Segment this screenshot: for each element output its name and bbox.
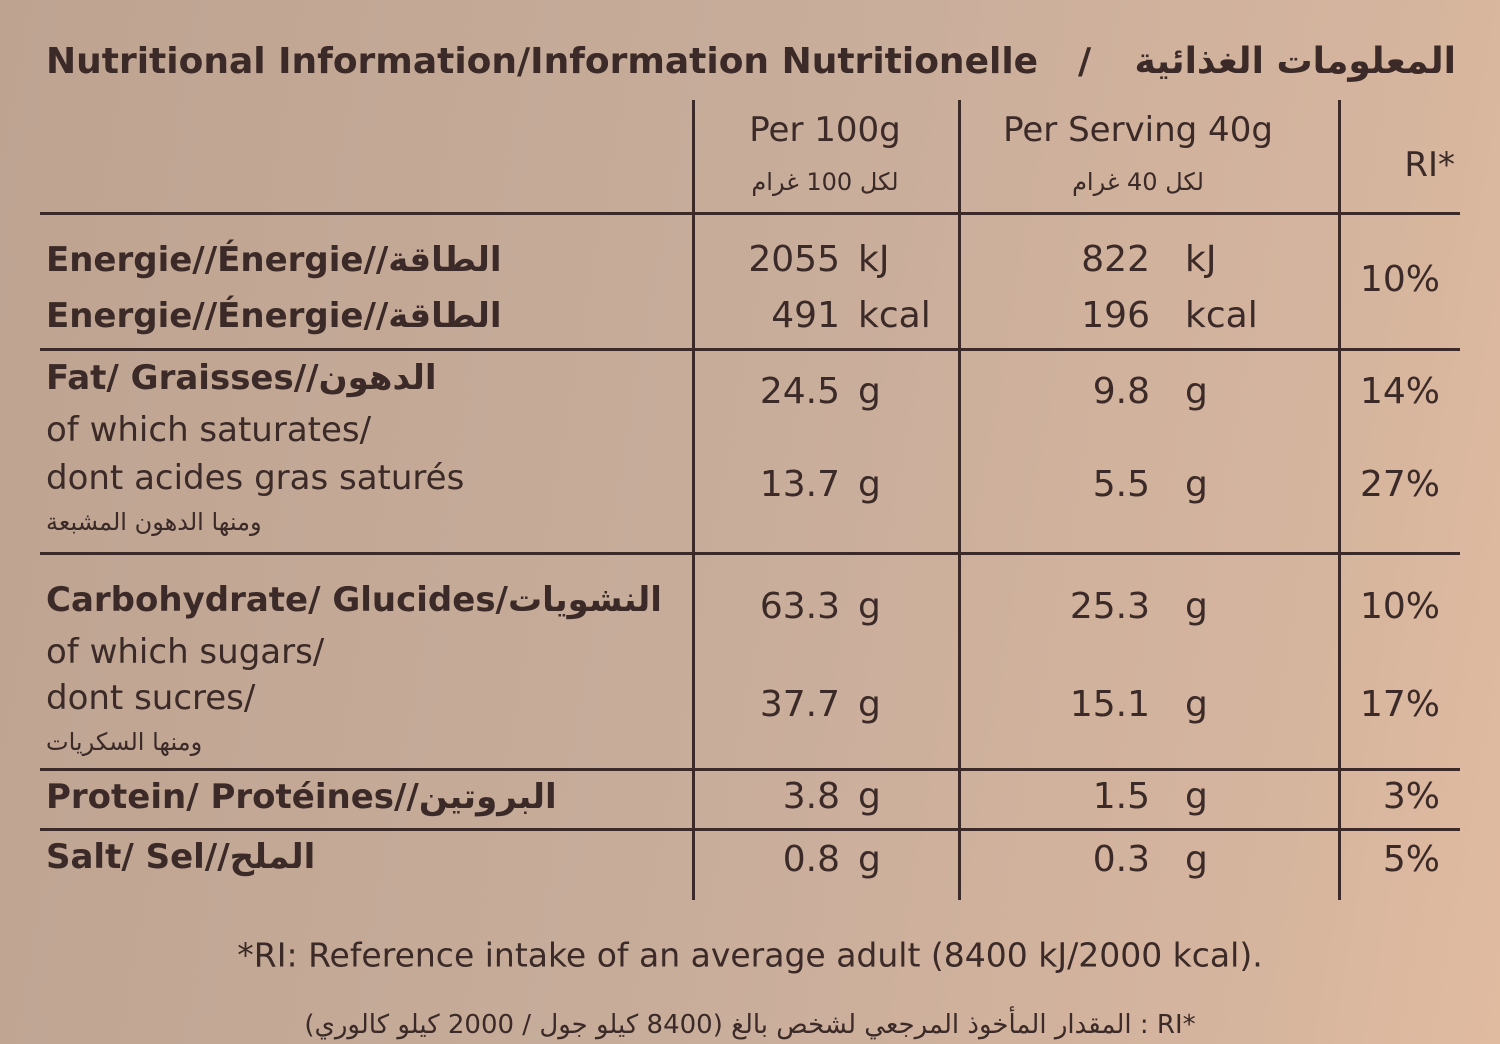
- table-rule: [40, 552, 1460, 555]
- header: RI*: [1404, 145, 1455, 185]
- row-label: of which saturates/: [46, 410, 372, 450]
- amount: 37.7: [759, 684, 840, 725]
- amount: 491: [771, 295, 840, 336]
- header: Per Serving 40g: [1003, 110, 1273, 150]
- amount: 0.8: [782, 839, 840, 880]
- amount: 196: [1081, 295, 1150, 336]
- amount: 2055: [748, 239, 840, 280]
- amount: 3.8: [782, 776, 840, 817]
- unit: g: [858, 684, 881, 725]
- unit: kJ: [1185, 239, 1217, 280]
- unit: g: [858, 464, 881, 505]
- unit: g: [1185, 684, 1208, 725]
- amount: 63.3: [759, 586, 840, 627]
- header-arabic: لكل 40 غرام: [1072, 168, 1204, 196]
- amount: 822: [1081, 239, 1150, 280]
- ri-percent: 10%: [1359, 259, 1440, 300]
- unit: g: [858, 371, 881, 412]
- table-rule: [692, 100, 695, 900]
- title-arabic: المعلومات الغذائية: [1134, 41, 1456, 82]
- unit: kJ: [858, 239, 890, 280]
- row-label: Energie//Énergie//الطاقة: [46, 240, 502, 280]
- unit: kcal: [858, 295, 931, 336]
- amount: 24.5: [759, 371, 840, 412]
- amount: 15.1: [1069, 684, 1150, 725]
- table-rule: [40, 348, 1460, 351]
- ri-percent: 17%: [1359, 684, 1440, 725]
- header: Per 100g: [749, 110, 901, 150]
- row-label: Energie//Énergie//الطاقة: [46, 296, 502, 336]
- unit: g: [1185, 371, 1208, 412]
- row-label: ومنها الدهون المشبعة: [46, 508, 262, 536]
- ri-percent: 5%: [1382, 839, 1440, 880]
- table-rule: [958, 100, 961, 900]
- row-label: dont sucres/: [46, 678, 256, 718]
- row-label: Fat/ Graisses//الدهون: [46, 358, 437, 398]
- ri-percent: 14%: [1359, 371, 1440, 412]
- row-label: ومنها السكريات: [46, 728, 203, 756]
- row-label: dont acides gras saturés: [46, 458, 465, 498]
- footnote-arabic: *RI : المقدار المأخوذ المرجعي لشخص بالغ …: [304, 1010, 1196, 1040]
- ri-percent: 3%: [1382, 776, 1440, 817]
- title-english: Nutritional Information/Information Nutr…: [46, 41, 1039, 82]
- amount: 13.7: [759, 464, 840, 505]
- row-label: Carbohydrate/ Glucides/النشويات: [46, 580, 662, 620]
- table-rule: [40, 212, 1460, 215]
- unit: g: [1185, 586, 1208, 627]
- amount: 0.3: [1092, 839, 1150, 880]
- table-rule: [40, 768, 1460, 771]
- row-label: Protein/ Protéines//البروتين: [46, 777, 557, 817]
- row-label: Salt/ Sel//الملح: [46, 837, 316, 877]
- row-label: of which sugars/: [46, 632, 325, 672]
- unit: g: [858, 586, 881, 627]
- ri-percent: 27%: [1359, 464, 1440, 505]
- table-rule: [1338, 100, 1341, 900]
- ri-percent: 10%: [1359, 586, 1440, 627]
- unit: g: [1185, 776, 1208, 817]
- amount: 9.8: [1092, 371, 1150, 412]
- amount: 1.5: [1092, 776, 1150, 817]
- amount: 5.5: [1092, 464, 1150, 505]
- header-arabic: لكل 100 غرام: [751, 168, 899, 196]
- amount: 25.3: [1069, 586, 1150, 627]
- unit: kcal: [1185, 295, 1258, 336]
- unit: g: [858, 839, 881, 880]
- unit: g: [858, 776, 881, 817]
- unit: g: [1185, 839, 1208, 880]
- unit: g: [1185, 464, 1208, 505]
- footnote-english: *RI: Reference intake of an average adul…: [237, 935, 1263, 975]
- title-separator: /: [1078, 41, 1092, 82]
- table-rule: [40, 828, 1460, 831]
